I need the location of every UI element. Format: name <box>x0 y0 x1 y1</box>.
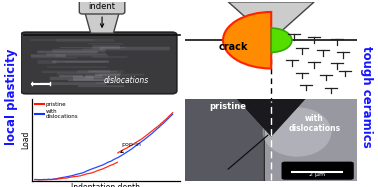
FancyBboxPatch shape <box>73 79 107 81</box>
Text: pop-in: pop-in <box>121 142 141 153</box>
FancyBboxPatch shape <box>82 48 103 50</box>
FancyBboxPatch shape <box>30 39 94 41</box>
Y-axis label: Load: Load <box>22 131 31 149</box>
Polygon shape <box>237 98 306 136</box>
FancyBboxPatch shape <box>92 56 127 58</box>
FancyBboxPatch shape <box>99 74 144 76</box>
FancyBboxPatch shape <box>31 57 77 58</box>
FancyBboxPatch shape <box>264 97 361 183</box>
FancyBboxPatch shape <box>85 75 102 78</box>
Legend: pristine, with
dislocations: pristine, with dislocations <box>35 102 79 120</box>
FancyBboxPatch shape <box>59 75 83 77</box>
FancyBboxPatch shape <box>31 54 66 57</box>
FancyBboxPatch shape <box>73 76 94 80</box>
Text: dislocations: dislocations <box>104 76 149 85</box>
FancyBboxPatch shape <box>57 73 121 75</box>
Ellipse shape <box>263 107 332 157</box>
Text: indent: indent <box>88 2 116 27</box>
FancyBboxPatch shape <box>46 53 107 55</box>
FancyBboxPatch shape <box>53 49 105 53</box>
FancyBboxPatch shape <box>56 55 108 57</box>
Wedge shape <box>223 12 271 68</box>
FancyBboxPatch shape <box>88 70 110 73</box>
FancyBboxPatch shape <box>95 74 120 76</box>
FancyBboxPatch shape <box>50 77 119 80</box>
FancyBboxPatch shape <box>88 43 122 45</box>
FancyBboxPatch shape <box>60 47 126 48</box>
FancyBboxPatch shape <box>68 80 131 81</box>
FancyBboxPatch shape <box>21 32 177 94</box>
FancyBboxPatch shape <box>52 61 109 63</box>
Text: crack: crack <box>218 42 248 52</box>
Wedge shape <box>271 28 292 52</box>
Text: tough ceramics: tough ceramics <box>360 46 373 148</box>
FancyBboxPatch shape <box>96 82 124 84</box>
Polygon shape <box>228 2 314 40</box>
FancyBboxPatch shape <box>282 162 354 180</box>
FancyBboxPatch shape <box>40 82 106 85</box>
FancyBboxPatch shape <box>90 71 117 72</box>
FancyBboxPatch shape <box>65 61 106 63</box>
FancyBboxPatch shape <box>37 60 56 64</box>
FancyBboxPatch shape <box>79 0 125 14</box>
Polygon shape <box>82 4 122 33</box>
Text: local plasticity: local plasticity <box>5 49 18 145</box>
FancyBboxPatch shape <box>42 71 89 73</box>
FancyBboxPatch shape <box>37 51 98 53</box>
FancyBboxPatch shape <box>56 39 115 42</box>
FancyBboxPatch shape <box>78 85 124 87</box>
Text: 2 μm: 2 μm <box>309 172 325 177</box>
FancyBboxPatch shape <box>77 70 124 73</box>
Text: with
dislocations: with dislocations <box>288 114 340 133</box>
Bar <box>271 100 357 181</box>
FancyBboxPatch shape <box>182 97 361 183</box>
X-axis label: Indentation depth: Indentation depth <box>71 183 140 187</box>
FancyBboxPatch shape <box>47 66 107 68</box>
FancyBboxPatch shape <box>99 47 170 50</box>
FancyBboxPatch shape <box>92 45 120 49</box>
Text: pristine: pristine <box>210 102 247 111</box>
FancyBboxPatch shape <box>86 75 132 78</box>
